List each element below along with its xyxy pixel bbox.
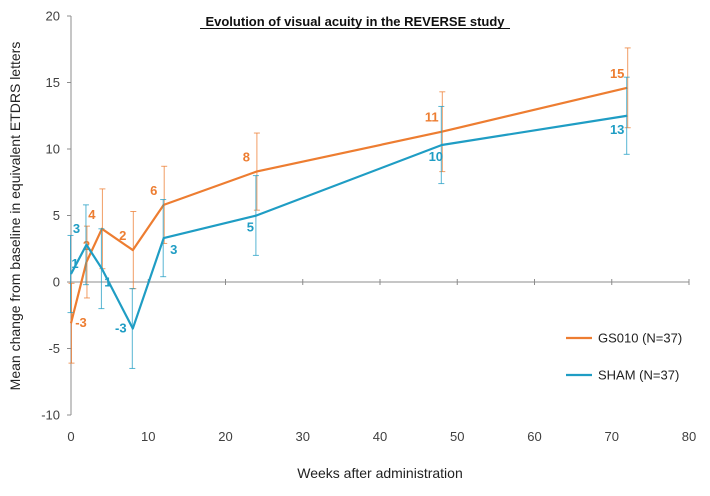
legend-label: SHAM (N=37) <box>598 368 679 383</box>
y-tick-label: -5 <box>48 341 60 356</box>
series-line <box>70 114 628 330</box>
x-tick-label: 80 <box>682 429 696 444</box>
legend-label: GS010 (N=37) <box>598 331 682 346</box>
data-label: -3 <box>115 321 127 336</box>
y-tick-label: -10 <box>41 408 60 423</box>
y-axis-title: Mean change from baseline in equivalent … <box>7 42 23 391</box>
data-label: 15 <box>610 66 624 81</box>
data-label: 2 <box>119 228 126 243</box>
data-label: 10 <box>429 149 443 164</box>
x-tick-label: 20 <box>218 429 232 444</box>
x-tick-label: 40 <box>373 429 387 444</box>
data-label: 13 <box>610 122 624 137</box>
series-line <box>69 86 628 324</box>
x-tick-label: 60 <box>527 429 541 444</box>
y-tick-label: 10 <box>46 142 60 157</box>
x-axis-title: Weeks after administration <box>297 465 462 481</box>
y-tick-label: 0 <box>53 275 60 290</box>
legend: GS010 (N=37) SHAM (N=37) <box>566 331 682 383</box>
series-1: -3242681115 <box>68 47 631 364</box>
y-tick-label: 20 <box>46 9 60 24</box>
x-tick-label: 10 <box>141 429 155 444</box>
chart-title: Evolution of visual acuity in the REVERS… <box>205 14 505 29</box>
data-label: 3 <box>73 221 80 236</box>
y-tick-label: 15 <box>46 75 60 90</box>
data-label: 1 <box>71 256 78 271</box>
data-label: 1 <box>104 275 111 290</box>
data-label: 4 <box>88 207 96 222</box>
data-label: 11 <box>425 110 439 125</box>
x-tick-label: 0 <box>67 429 74 444</box>
x-tick-label: 50 <box>450 429 464 444</box>
x-tick-label: 70 <box>605 429 619 444</box>
data-label: 3 <box>170 242 177 257</box>
data-label: 5 <box>247 220 254 235</box>
x-tick-label: 30 <box>296 429 310 444</box>
data-label: -3 <box>75 315 87 330</box>
data-label: 8 <box>243 150 250 165</box>
data-label: 6 <box>150 183 157 198</box>
y-tick-label: 5 <box>53 208 60 223</box>
